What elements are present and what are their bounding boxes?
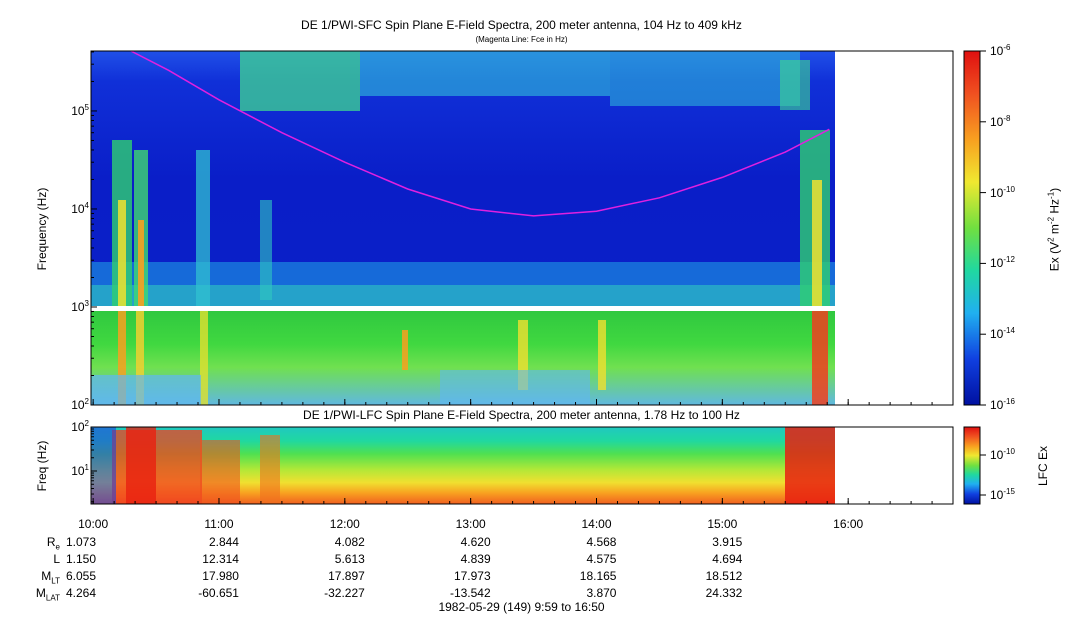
ephemeris-row-label: MLAT [35,586,60,603]
x-tick-label: 12:00 [329,517,360,531]
sfc-colorbar-tick-label: 10-10 [990,184,1015,200]
ephemeris-cell: 4.839 [460,552,491,566]
x-tick-label: 16:00 [833,517,864,531]
ephemeris-cell: 18.512 [705,569,743,583]
sfc-colorbar-tick-label: 10-8 [990,113,1011,129]
ephemeris-cell: 5.613 [334,552,365,566]
lfc-colorbar [963,426,981,505]
ephemeris-cell: 24.332 [705,586,743,600]
ephemeris-cell: 17.897 [328,569,365,583]
sfc-y-tick-label: 102 [71,397,89,412]
ephemeris-cell: 4.575 [586,552,617,566]
sfc-colorbar-tick-label: 10-6 [990,43,1011,58]
ephemeris-cell: 4.694 [712,552,743,566]
x-tick-label: 15:00 [707,517,738,531]
x-tick-label: 11:00 [204,517,234,531]
sfc-plot-frame [90,50,954,406]
ephemeris-cell: 2.844 [208,535,239,549]
ephemeris-cell: 4.082 [334,535,365,549]
lfc-emission-features [91,427,835,504]
sfc-colorbar-tick-label: 10-16 [990,397,1015,412]
ephemeris-cell: 3.870 [586,586,617,600]
sfc-colorbar-label: Ex (V2 m-2 Hz-1) [1046,187,1062,272]
fce-line [130,51,830,217]
sfc-colorbar-tick-label: 10-14 [990,326,1015,342]
ephemeris-cell: 3.915 [712,535,743,549]
sfc-chart-subtitle: (Magenta Line: Fce in Hz) [475,35,568,44]
ephemeris-row-label: MLT [41,569,60,586]
lfc-colorbar-tick-label: 10-15 [990,487,1015,502]
x-tick-label: 13:00 [455,517,486,531]
lfc-colorbar-label: LFC Ex [1036,446,1050,487]
x-tick-label: 14:00 [581,517,612,531]
axis-ticks [91,50,986,504]
lfc-chart-title: DE 1/PWI-LFC Spin Plane E-Field Spectra,… [303,408,740,422]
ephemeris-cell: 4.264 [66,586,97,600]
ephemeris-cell: 1.073 [66,535,97,549]
time-range-footer: 1982-05-29 (149) 9:59 to 16:50 [438,600,605,614]
sfc-chart-title: DE 1/PWI-SFC Spin Plane E-Field Spectra,… [301,18,742,32]
sfc-gap-band [91,306,835,311]
ephemeris-cell: -32.227 [324,586,365,600]
ephemeris-row-label: Re [46,535,60,552]
ephemeris-cell: -60.651 [198,586,239,600]
ephemeris-row-label: L [53,552,60,566]
lfc-y-tick-label: 101 [71,463,89,478]
ephemeris-cell: 17.973 [453,569,491,583]
sfc-y-tick-label: 105 [71,102,89,118]
ephemeris-cell: 17.980 [202,569,239,583]
lfc-plot-frame [90,426,954,505]
ephemeris-cell: -13.542 [449,586,491,600]
sfc-colorbar [963,50,981,406]
sfc-colorbar-tick-label: 10-12 [990,255,1015,271]
lfc-colorbar-tick-label: 10-10 [990,447,1015,462]
ephemeris-cell: 12.314 [202,552,239,566]
ephemeris-cell: 18.165 [579,569,617,583]
ephemeris-cell: 1.150 [66,552,97,566]
lfc-y-tick-label: 102 [71,419,89,434]
sfc-emission-features [91,51,835,405]
ephemeris-cell: 4.620 [460,535,491,549]
ephemeris-cell: 6.055 [66,569,97,583]
ephemeris-cell: 4.568 [586,535,617,549]
x-tick-label: 10:00 [78,517,109,531]
sfc-y-tick-label: 104 [71,200,89,216]
sfc-y-tick-label: 103 [71,298,89,314]
